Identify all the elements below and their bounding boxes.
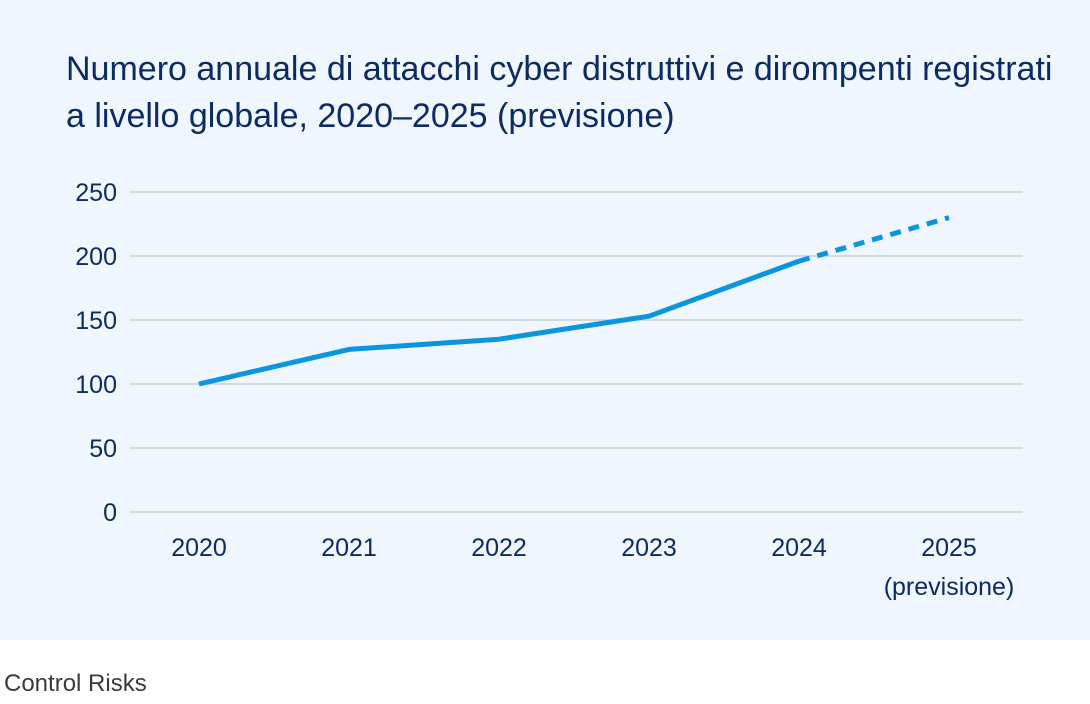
data-point-2022 [497,337,502,342]
y-tick-label: 0 [103,499,117,527]
y-tick-label: 250 [75,179,117,207]
x-tick-sublabel: (previsione) [884,573,1015,601]
data-point-2020 [197,382,202,387]
data-point-2025 [947,215,952,220]
chart-panel: Numero annuale di attacchi cyber distrut… [0,0,1090,640]
series-line-actual [198,258,800,387]
line-chart: 0 50 100 150 200 250 2020 2021 2022 2023 2024 2025 (… [75,179,1023,601]
y-tick-label: 100 [75,371,117,399]
y-tick-label: 50 [89,435,117,463]
data-point-2024 [797,259,802,264]
x-tick-label: 2021 [321,534,377,562]
x-tick-label: 2022 [471,534,527,562]
source-label: Control Risks [4,670,147,697]
x-tick-label: 2024 [771,534,827,562]
x-tick-label: 2020 [171,534,227,562]
y-tick-label: 200 [75,243,117,271]
x-tick-label: 2023 [621,534,677,562]
x-tick-label: 2025 [921,534,977,562]
chart-title: Numero annuale di attacchi cyber distrut… [66,50,1053,135]
series-line-forecast [798,215,950,264]
data-point-2023 [647,314,652,319]
data-point-2021 [347,347,352,352]
y-tick-label: 150 [75,307,117,335]
